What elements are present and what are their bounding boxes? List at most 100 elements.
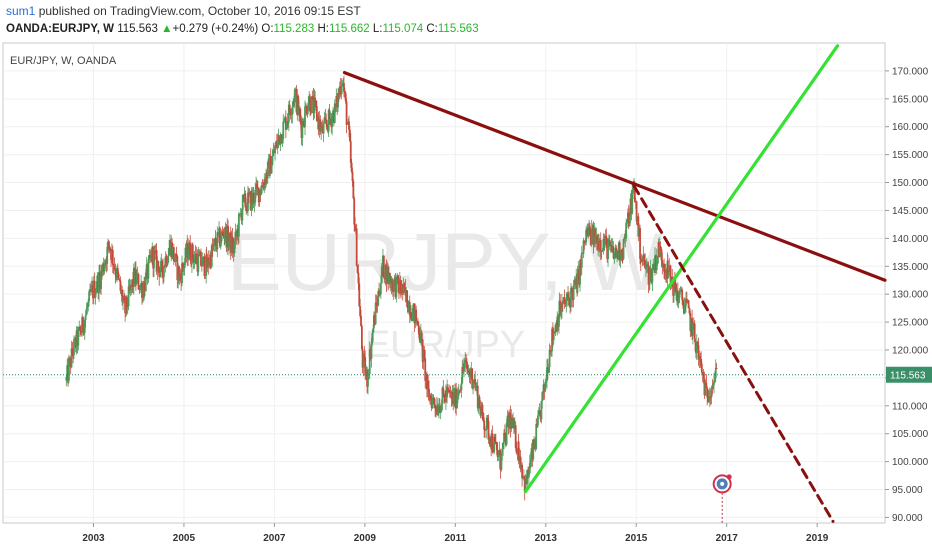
candle-body [212, 245, 215, 250]
candle-body [252, 192, 255, 204]
x-axis[interactable]: 2003 2005 2007 2009 2011 2013 2015 2017 2019 [82, 523, 829, 544]
candle-body [165, 256, 168, 266]
candle-body [297, 95, 300, 115]
candle-body [345, 101, 348, 126]
candle-body [442, 387, 445, 394]
symbol-label[interactable]: OANDA:EURJPY, W [6, 23, 114, 35]
candle-body [392, 280, 395, 292]
candle-body [471, 368, 474, 388]
y-tick-label: 105.000 [892, 429, 929, 440]
candle-body [446, 387, 449, 398]
candle-body [669, 265, 672, 283]
candle-body [528, 463, 531, 474]
candle-body [178, 273, 181, 281]
trendline-dashed[interactable] [632, 184, 835, 523]
candle-body [325, 119, 328, 125]
candle-body [402, 283, 405, 293]
last-price-badge: 115.563 [886, 366, 932, 383]
candle-body [340, 86, 343, 95]
candle-body [397, 275, 399, 285]
candle-body [681, 289, 684, 301]
candle-body [475, 386, 477, 389]
candle-body [590, 228, 593, 245]
candle-body [244, 193, 247, 208]
candle-body [663, 263, 665, 272]
candle-body [613, 252, 616, 259]
candle-body [301, 121, 304, 138]
candle-body [447, 387, 449, 390]
candle-body [214, 238, 217, 246]
candle-body [702, 373, 705, 379]
low-label: L: [372, 23, 383, 35]
open-value: 115.283 [273, 23, 315, 35]
candle-body [125, 296, 128, 308]
candle-body [354, 224, 357, 231]
candle-body [489, 437, 492, 445]
candle-body [360, 326, 363, 350]
candle-body [314, 97, 316, 101]
marker-badge [726, 474, 732, 480]
candle-body [305, 106, 308, 115]
candle-body [82, 317, 84, 331]
change-up-icon: ▲ [161, 23, 173, 35]
candle-body [83, 319, 86, 333]
candle-body [319, 119, 322, 132]
candle-body [187, 254, 190, 260]
candle-body [692, 323, 694, 336]
candle-body [544, 382, 547, 392]
candle-body [632, 187, 634, 192]
candle-body [582, 240, 585, 254]
candle-body [683, 304, 686, 314]
candle-body [464, 360, 467, 364]
candle-body [676, 290, 679, 303]
candle-body [119, 280, 122, 291]
candle-body [708, 398, 710, 402]
y-axis[interactable]: 90.00095.000100.000105.000110.000115.000… [885, 66, 929, 524]
candle-body [126, 306, 129, 308]
candle-body [508, 415, 511, 428]
candle-body [349, 141, 352, 163]
high-value: 115.662 [328, 23, 370, 35]
candle-body [713, 377, 716, 381]
candle-body [447, 389, 450, 392]
candle-body [640, 259, 643, 263]
candle-body [109, 247, 112, 251]
marker-center [720, 481, 725, 486]
candle-body [659, 246, 662, 250]
candle-body [333, 103, 336, 124]
candle-body [103, 265, 106, 272]
candle-body [618, 242, 621, 261]
candle-body [570, 287, 573, 292]
candle-body [457, 395, 459, 397]
candle-body [570, 287, 572, 308]
trendline-solid[interactable] [342, 70, 887, 282]
candle-body [658, 246, 661, 257]
candle-body [443, 393, 446, 398]
candle-body [673, 276, 675, 296]
candle-body [259, 193, 262, 195]
candle-body [116, 268, 119, 275]
candle-body [307, 102, 310, 111]
candle-body [356, 265, 359, 273]
candle-body [594, 236, 597, 244]
event-marker[interactable] [712, 474, 732, 523]
trendlines[interactable] [342, 44, 887, 523]
candle-body [466, 361, 468, 370]
candle-body [293, 89, 296, 103]
author-link[interactable]: sum1 [6, 4, 36, 18]
candle-body [551, 328, 553, 352]
candle-body [643, 254, 646, 261]
candle-body [466, 369, 469, 373]
candle-body [372, 328, 375, 334]
candle-body [474, 379, 477, 389]
candle-body [550, 351, 553, 353]
candle-body [449, 392, 452, 394]
candle-body [468, 370, 471, 376]
candle-body [644, 260, 647, 269]
candle-body [166, 262, 169, 266]
candle-body [537, 410, 540, 416]
candle-body [265, 173, 267, 185]
candle-body [256, 184, 258, 188]
candle-body [700, 358, 703, 364]
